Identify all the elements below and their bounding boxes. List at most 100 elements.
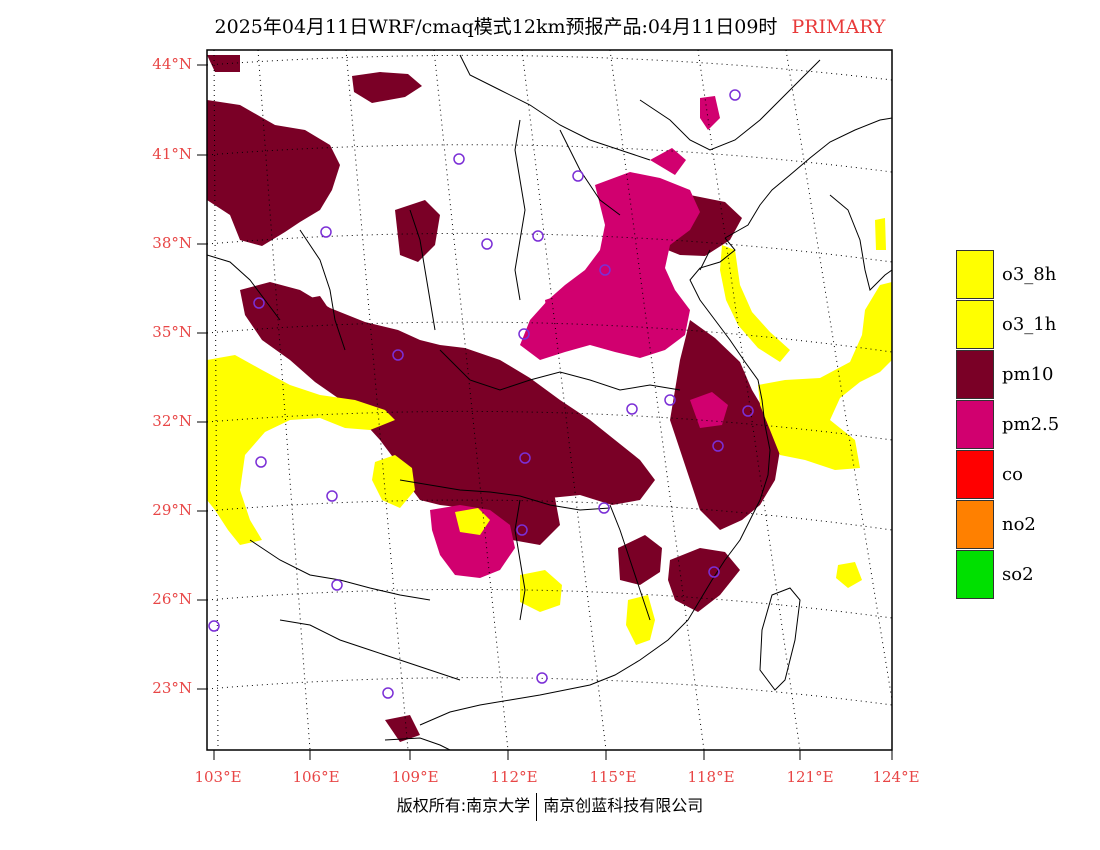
title-text: 2025年04月11日WRF/cmaq模式12km预报产品:04月11日09时 — [214, 16, 778, 38]
map-frame — [206, 49, 893, 751]
pm10-hubei-west — [298, 296, 335, 335]
legend-label: pm10 — [1002, 364, 1054, 385]
pm10-sichuan-east — [398, 415, 560, 545]
o3-east-china-sea — [758, 282, 892, 470]
lon-label: 112°E — [490, 768, 538, 786]
legend-item-so2: so2 — [956, 550, 1096, 600]
station-marker — [481, 238, 493, 250]
legend-swatch — [956, 450, 994, 499]
station-marker — [536, 672, 548, 684]
legend-label: o3_1h — [1002, 314, 1057, 335]
legend-item-o3-8h: o3_8h — [956, 250, 1096, 300]
lon-label: 121°E — [786, 768, 834, 786]
pm25-beijing-ne — [650, 148, 686, 175]
legend-swatch — [956, 400, 994, 449]
o3-chongqing — [372, 455, 415, 508]
province-border-14 — [699, 249, 711, 271]
station-marker — [664, 394, 676, 406]
legend-label: o3_8h — [1002, 264, 1057, 285]
legend-item-co: co — [956, 450, 1096, 500]
pm10-inner-mongolia — [352, 72, 422, 103]
station-marker — [712, 440, 724, 452]
o3-taiwan-strait-east — [836, 562, 862, 588]
pm10-jiangxi — [618, 535, 662, 585]
copyright-right: 南京创蓝科技有限公司 — [543, 796, 704, 815]
province-border-6 — [399, 479, 611, 511]
o3-guangdong — [626, 595, 655, 645]
lat-label: 38°N — [152, 234, 192, 252]
province-border-1 — [459, 54, 651, 161]
station-marker — [255, 456, 267, 468]
province-border-5 — [439, 349, 681, 391]
legend-item-no2: no2 — [956, 500, 1096, 550]
province-border-3 — [409, 209, 436, 331]
lon-label: 115°E — [589, 768, 637, 786]
lat-label: 23°N — [152, 679, 192, 697]
o3-korea-strip — [875, 218, 886, 250]
legend-swatch — [956, 550, 994, 599]
pm10-guangxi-fragments — [385, 715, 420, 742]
lat-ticks — [197, 64, 207, 690]
legend-label: so2 — [1002, 564, 1034, 585]
pm10-yangtze-delta — [670, 320, 780, 530]
coastline-bohai — [419, 237, 771, 726]
station-marker — [519, 452, 531, 464]
station-marker — [392, 349, 404, 361]
legend-item-pm10: pm10 — [956, 350, 1096, 400]
station-marker — [708, 566, 720, 578]
province-border-11 — [639, 59, 821, 151]
stations — [208, 89, 754, 699]
lon-label: 103°E — [194, 768, 242, 786]
pm25-areas — [430, 96, 728, 578]
lon-label: 106°E — [292, 768, 340, 786]
graticule — [207, 50, 892, 750]
lat-label: 44°N — [152, 55, 192, 73]
copyright-left: 版权所有:南京大学 — [396, 796, 531, 815]
pm25-liaoning — [700, 96, 720, 130]
legend-swatch — [956, 300, 994, 349]
boundaries — [207, 54, 892, 750]
lat-label: 26°N — [152, 590, 192, 608]
province-border-13 — [559, 129, 621, 216]
pm25-hunan — [430, 505, 515, 578]
lon-label: 118°E — [687, 768, 735, 786]
coastline-korea — [829, 194, 892, 291]
o3-sichuan-west — [207, 355, 395, 545]
province-border-7 — [514, 499, 526, 621]
lon-label: 109°E — [391, 768, 439, 786]
legend-item-o3-1h: o3_1h — [956, 300, 1096, 350]
footer-divider — [536, 792, 538, 821]
lat-label: 35°N — [152, 323, 192, 341]
station-marker — [729, 89, 741, 101]
hainan-coast — [384, 737, 451, 750]
station-marker — [253, 297, 265, 309]
province-border-2 — [514, 119, 526, 301]
station-marker — [320, 226, 332, 238]
pm10-northeast-top — [207, 55, 240, 72]
province-border-10 — [279, 619, 461, 681]
station-marker — [208, 620, 220, 632]
pm10-northwest — [207, 100, 340, 246]
station-marker — [742, 405, 754, 417]
legend-swatch — [956, 350, 994, 399]
lon-ticks — [213, 750, 893, 760]
primary-tag: PRIMARY — [791, 16, 886, 38]
station-marker — [382, 687, 394, 699]
station-marker — [572, 170, 584, 182]
lat-label: 29°N — [152, 501, 192, 519]
legend-label: co — [1002, 464, 1023, 485]
legend-label: pm2.5 — [1002, 414, 1060, 435]
legend-item-pm25: pm2.5 — [956, 400, 1096, 450]
province-border-8 — [609, 504, 651, 621]
station-marker — [326, 490, 338, 502]
station-marker — [331, 579, 343, 591]
o3-hunan-south — [520, 570, 562, 612]
pm25-anhui — [690, 392, 728, 428]
lat-label: 41°N — [152, 145, 192, 163]
map-title: 2025年04月11日WRF/cmaq模式12km预报产品:04月11日09时 P… — [0, 12, 1100, 39]
copyright-footer: 版权所有:南京大学 南京创蓝科技有限公司 — [0, 792, 1100, 821]
pm25-hubei — [545, 290, 595, 332]
province-border-12 — [207, 254, 281, 321]
lat-label: 32°N — [152, 412, 192, 430]
